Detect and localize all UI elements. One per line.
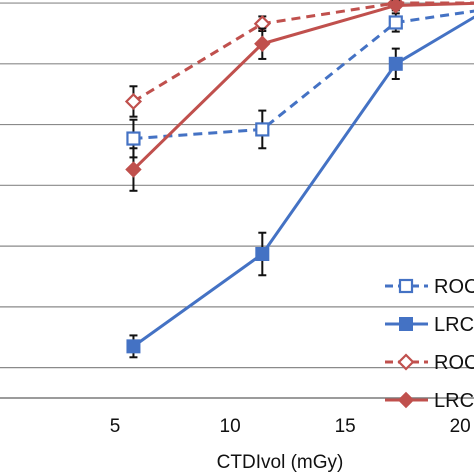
series-3-lrc bbox=[125, 0, 474, 192]
legend-item-2: ROC bbox=[385, 352, 474, 374]
legend-item-1: LRC bbox=[385, 314, 474, 336]
series-line-0 bbox=[133, 9, 474, 141]
series-line-1 bbox=[132, 15, 474, 348]
series-line-2 bbox=[132, 1, 474, 103]
data-point-1-0 bbox=[126, 339, 141, 354]
data-point-0-2 bbox=[388, 15, 403, 30]
data-point-0-1 bbox=[255, 122, 270, 137]
legend-marker-0 bbox=[398, 278, 414, 294]
data-point-3-2 bbox=[387, 0, 404, 14]
legend-marker-2 bbox=[397, 353, 415, 371]
legend-marker-1 bbox=[399, 317, 413, 331]
x-tick-label-10: 10 bbox=[220, 416, 241, 437]
legend-label-3: LRC bbox=[434, 390, 474, 412]
x-tick-label-20: 20 bbox=[450, 416, 471, 437]
series-2-roc bbox=[124, 0, 474, 118]
legend-marker-3 bbox=[397, 391, 415, 409]
x-tick-label-5: 5 bbox=[110, 416, 121, 437]
legend-item-0: ROC bbox=[385, 276, 474, 298]
data-point-2-0 bbox=[124, 92, 143, 111]
data-point-3-1 bbox=[254, 35, 271, 52]
x-tick-labels: 5 10 15 20 bbox=[110, 416, 471, 437]
gridlines bbox=[0, 2, 474, 369]
legend-label-2: ROC bbox=[434, 352, 474, 374]
series-line-3 bbox=[132, 1, 474, 171]
series-1-lrc bbox=[126, 15, 474, 359]
series-0-roc bbox=[126, 9, 474, 159]
legend-item-3: LRC bbox=[385, 390, 474, 412]
data-point-0-0 bbox=[126, 131, 141, 146]
x-tick-label-15: 15 bbox=[335, 416, 356, 437]
data-point-3-0 bbox=[125, 161, 142, 178]
legend-label-0: ROC bbox=[434, 276, 474, 298]
x-axis-title: CTDIvol (mGy) bbox=[217, 452, 344, 473]
legend: ROC LRC ROC LRC bbox=[385, 276, 474, 412]
data-point-1-1 bbox=[255, 246, 270, 261]
series-layer bbox=[124, 0, 474, 359]
data-point-1-2 bbox=[388, 56, 403, 71]
legend-label-1: LRC bbox=[434, 314, 474, 336]
